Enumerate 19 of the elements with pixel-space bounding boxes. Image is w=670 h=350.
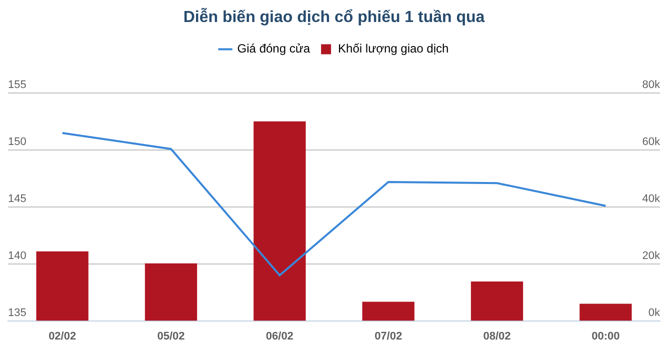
chart-title: Diễn biến giao dịch cổ phiếu 1 tuần qua <box>183 7 485 26</box>
x-tick-label: 06/02 <box>266 330 294 342</box>
x-tick-label: 08/02 <box>483 330 511 342</box>
legend-label: Khối lượng giao dịch <box>338 42 449 56</box>
y-tick-label: 140 <box>8 250 26 262</box>
y-tick-label: 145 <box>8 193 26 206</box>
x-tick-label: 00:00 <box>592 330 620 342</box>
y-tick-label: 150 <box>8 136 26 148</box>
x-tick-label: 07/02 <box>374 330 402 342</box>
x-tick-label: 05/02 <box>157 330 185 342</box>
x-tick-label: 02/02 <box>48 330 76 342</box>
y2-tick-label: 0k <box>648 306 660 319</box>
legend-label: Giá đóng cửa <box>237 42 310 56</box>
y-tick-label: 155 <box>8 79 26 92</box>
y2-tick-label: 60k <box>642 136 660 148</box>
y2-tick-label: 20k <box>642 250 660 262</box>
y2-tick-label: 80k <box>642 79 660 92</box>
y-tick-label: 135 <box>8 306 26 319</box>
y2-tick-label: 40k <box>642 193 660 206</box>
